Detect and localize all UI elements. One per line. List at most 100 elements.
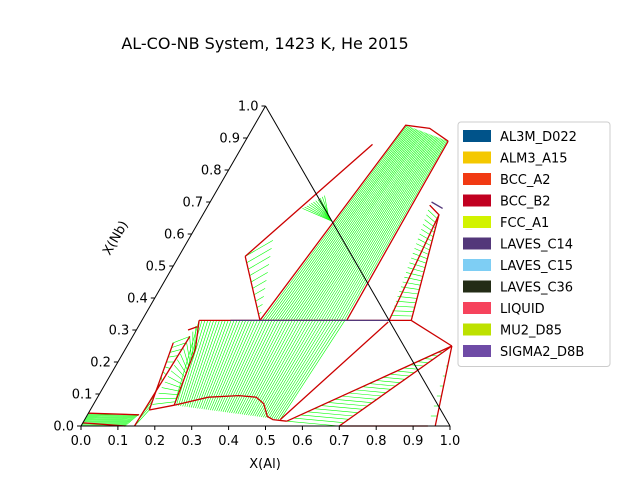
tie-line-3-50	[280, 320, 346, 420]
tie-line-2-6	[180, 353, 188, 371]
tie-line-3-49	[277, 320, 343, 420]
tie-line-3-13	[201, 320, 238, 410]
tie-line-4-17	[303, 133, 428, 321]
tie-line-7-2	[300, 414, 349, 420]
tie-line-3-7	[188, 320, 220, 408]
legend-swatch-9	[463, 323, 491, 336]
tie-line-4-27	[328, 137, 440, 321]
tie-line-3-24	[224, 320, 270, 413]
tie-line-4-2	[264, 125, 409, 321]
tie-line-5-1	[246, 248, 272, 264]
tie-line-4-10	[285, 129, 419, 321]
tie-line-4-19	[308, 133, 430, 321]
tie-line-3-6	[186, 320, 217, 408]
tie-line-7-18	[410, 364, 424, 367]
tie-line-2-12	[161, 387, 180, 392]
tie-line-6-4	[422, 224, 435, 233]
tie-line-4-3	[267, 126, 410, 321]
tie-line-6-12	[409, 262, 426, 268]
tie-line-2-9	[170, 370, 184, 381]
tie-line-7-17	[403, 367, 420, 370]
tie-line-3-0	[173, 320, 200, 406]
tie-line-7-7	[334, 398, 373, 403]
tie-line-6-20	[395, 300, 416, 304]
tie-line-4-15	[297, 132, 425, 321]
phase-boundary-21	[410, 214, 440, 321]
tie-line-4-28	[331, 138, 441, 321]
tie-line-5-2	[248, 256, 271, 270]
tie-line-3-4	[182, 320, 212, 407]
legend-label-3: BCC_B2	[500, 195, 551, 210]
y-tick-label-10: 1.0	[238, 100, 259, 115]
legend-label-9: MU2_D85	[500, 324, 562, 339]
tie-line-4-31	[338, 139, 445, 321]
tie-line-4-7	[277, 128, 415, 321]
tie-line-3-34	[246, 320, 299, 416]
tie-line-4-12	[290, 130, 421, 321]
y-tick-label-5: 0.5	[146, 260, 167, 275]
tie-line-7-19	[417, 361, 429, 363]
tie-line-2-7	[177, 359, 187, 374]
tie-line-6-5	[421, 228, 434, 238]
tie-line-4-21	[313, 134, 433, 321]
tie-line-3-42	[263, 320, 322, 418]
legend-label-0: AL3M_D022	[500, 130, 577, 145]
tie-line-3-37	[252, 320, 308, 417]
y-tick-label-1: 0.1	[72, 388, 93, 403]
tie-line-3-9	[192, 320, 226, 408]
tie-line-6-11	[411, 257, 427, 264]
x-tick-label-2: 0.2	[144, 434, 165, 449]
tie-line-7-3	[307, 411, 354, 417]
tie-line-7-13	[376, 380, 401, 383]
legend-label-7: LAVES_C36	[500, 281, 573, 296]
tie-line-6-13	[407, 267, 425, 273]
tie-line-9-2	[306, 205, 332, 221]
tie-line-3-25	[226, 320, 273, 413]
tie-line-0-2	[87, 415, 137, 417]
tie-line-3-14	[203, 320, 241, 410]
legend-swatch-2	[463, 173, 491, 185]
tie-line-3-10	[195, 320, 229, 409]
tie-line-7-14	[383, 377, 405, 380]
legend-label-1: ALM3_A15	[500, 152, 568, 167]
phase-boundary-17	[346, 140, 449, 321]
phase-boundary-10	[279, 321, 389, 421]
tie-line-0-4	[85, 417, 135, 419]
legend-swatch-5	[463, 237, 491, 250]
tie-line-7-5	[321, 405, 363, 410]
chart-title: AL-CO-NB System, 1423 K, He 2015	[121, 34, 408, 53]
legend-swatch-4	[463, 216, 491, 228]
legend-swatch-10	[463, 345, 491, 357]
phase-boundary-8	[194, 320, 200, 350]
legend-swatch-0	[463, 130, 491, 142]
phase-boundary-4	[187, 326, 198, 331]
tie-line-9-0	[302, 208, 333, 222]
x-tick-label-3: 0.3	[181, 434, 202, 449]
tie-line-4-9	[282, 129, 418, 321]
tie-line-3-8	[190, 320, 223, 408]
x-tick-label-9: 0.9	[403, 434, 424, 449]
tie-line-1-8	[162, 371, 167, 376]
tie-line-6-21	[394, 305, 415, 308]
tie-line-3-29	[235, 320, 284, 414]
tie-line-1-11	[168, 355, 179, 358]
y-axis-label: X(Nb)	[100, 218, 132, 258]
tie-line-2-10	[167, 376, 183, 385]
tie-line-1-12	[169, 348, 183, 353]
tie-line-4-16	[300, 132, 426, 321]
x-tick-label-4: 0.4	[218, 434, 239, 449]
tie-line-0-1	[87, 413, 138, 417]
tie-line-4-32	[341, 140, 446, 321]
y-tick-label-0: 0.0	[53, 420, 74, 435]
y-tick-label-4: 0.4	[127, 292, 148, 307]
tie-line-3-30	[237, 320, 287, 414]
tie-line-4-24	[320, 136, 436, 321]
tie-line-3-38	[254, 320, 311, 417]
special-line-0	[431, 201, 443, 209]
phase-boundary-19	[244, 143, 373, 257]
tie-line-3-19	[214, 320, 255, 411]
tie-line-1-13	[171, 342, 186, 348]
tie-line-6-7	[417, 238, 431, 246]
tie-line-3-46	[271, 320, 334, 419]
x-axis-label: X(Al)	[249, 457, 281, 472]
